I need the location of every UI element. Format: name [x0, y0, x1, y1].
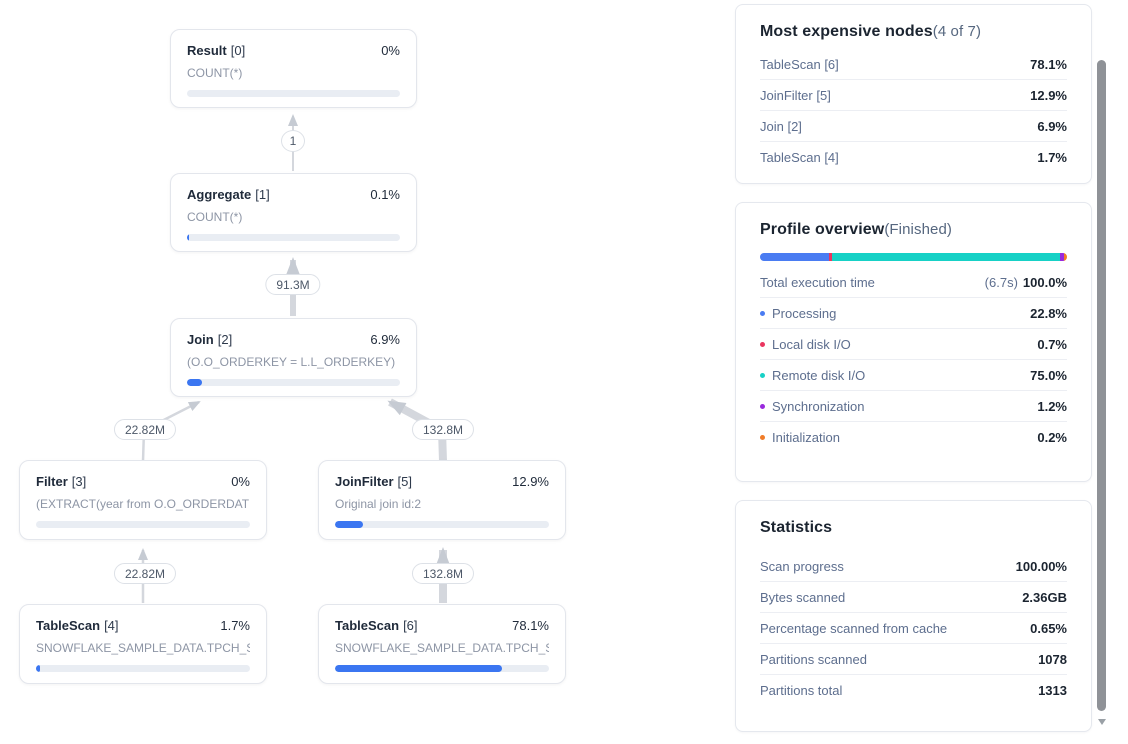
edge-label-rows: 22.82M	[113, 563, 177, 584]
profile-category-row: Processing 22.8%	[760, 298, 1067, 329]
category-color-dot	[760, 310, 765, 316]
statistics-row: Percentage scanned from cache 0.65%	[760, 613, 1067, 644]
node-name: Aggregate	[187, 187, 252, 202]
expensive-node-row[interactable]: JoinFilter [5] 12.9%	[760, 80, 1067, 111]
statistics-panel: Statistics Scan progress 100.00% Bytes s…	[735, 500, 1092, 732]
statistics-row: Scan progress 100.00%	[760, 551, 1067, 582]
node-joinfilter[interactable]: JoinFilter [5] 12.9% Original join id:2	[318, 460, 566, 540]
node-percent: 78.1%	[512, 618, 549, 633]
most-expensive-nodes-panel: Most expensive nodes(4 of 7) TableScan […	[735, 4, 1092, 184]
node-percent: 6.9%	[370, 332, 400, 347]
node-detail: COUNT(*)	[187, 210, 243, 224]
node-percent: 0.1%	[370, 187, 400, 202]
details-sidebar: Most expensive nodes(4 of 7) TableScan […	[735, 4, 1092, 744]
node-id: [2]	[217, 332, 233, 347]
category-color-dot	[760, 341, 765, 347]
node-name: JoinFilter	[335, 474, 394, 489]
node-progress-track	[36, 665, 250, 672]
node-id: [0]	[230, 43, 246, 58]
node-id: [1]	[255, 187, 270, 202]
node-percent: 12.9%	[512, 474, 549, 489]
category-color-dot	[760, 372, 765, 378]
node-name: Join	[187, 332, 214, 347]
node-progress-track	[335, 665, 549, 672]
node-id: [5]	[397, 474, 412, 489]
bar-segment-synchronization	[1060, 253, 1064, 261]
profile-category-row: Initialization 0.2%	[760, 422, 1067, 453]
edge-label-rows: 22.82M	[113, 419, 177, 440]
total-time-value: (6.7s)	[984, 274, 1018, 290]
bar-segment-local-disk-io	[829, 253, 833, 261]
node-progress-fill	[187, 234, 190, 241]
execution-time-stacked-bar	[760, 253, 1067, 261]
expensive-node-row[interactable]: TableScan [6] 78.1%	[760, 49, 1067, 80]
bar-segment-processing	[760, 253, 830, 261]
total-execution-time-row: Total execution time (6.7s) 100.0%	[760, 267, 1067, 298]
node-result[interactable]: Result [0] 0% COUNT(*)	[170, 29, 417, 108]
node-tablescan-4[interactable]: TableScan [4] 1.7% SNOWFLAKE_SAMPLE_DATA…	[19, 604, 267, 684]
node-detail: (O.O_ORDERKEY = L.L_ORDERKEY)	[187, 355, 396, 369]
panel-title-suffix: (Finished)	[884, 221, 953, 238]
statistics-row: Bytes scanned 2.36GB	[760, 582, 1067, 613]
node-id: [4]	[104, 618, 119, 633]
panel-title: Profile overview(Finished)	[760, 221, 953, 238]
node-name: Filter	[36, 474, 68, 489]
node-percent: 0%	[381, 43, 400, 58]
expensive-node-row[interactable]: Join [2] 6.9%	[760, 111, 1067, 142]
node-progress-track	[36, 521, 250, 528]
node-detail: (EXTRACT(year from O.O_ORDERDATE))...	[36, 497, 250, 511]
bar-segment-remote-disk-io	[832, 253, 1061, 261]
profile-category-row: Synchronization 1.2%	[760, 391, 1067, 422]
node-progress-track	[335, 521, 549, 528]
node-progress-track	[187, 234, 400, 241]
edge-label-rows: 91.3M	[265, 274, 321, 295]
node-tablescan-6[interactable]: TableScan [6] 78.1% SNOWFLAKE_SAMPLE_DAT…	[318, 604, 566, 684]
profile-category-row: Local disk I/O 0.7%	[760, 329, 1067, 360]
node-id: [3]	[71, 474, 87, 489]
node-progress-fill	[36, 665, 40, 672]
node-filter[interactable]: Filter [3] 0% (EXTRACT(year from O.O_ORD…	[19, 460, 267, 540]
category-color-dot	[760, 403, 765, 409]
scrollbar-down-arrow-icon[interactable]	[1098, 719, 1106, 725]
node-name: TableScan	[36, 618, 101, 633]
node-progress-fill	[335, 521, 363, 528]
expensive-node-row[interactable]: TableScan [4] 1.7%	[760, 150, 1067, 165]
node-name: TableScan	[335, 618, 400, 633]
vertical-scrollbar-thumb[interactable]	[1097, 60, 1106, 711]
statistics-row: Partitions scanned 1078	[760, 644, 1067, 675]
node-percent: 1.7%	[220, 618, 250, 633]
statistics-row: Partitions total 1313	[760, 683, 1067, 698]
profile-overview-panel: Profile overview(Finished) Total executi…	[735, 202, 1092, 482]
node-aggregate[interactable]: Aggregate [1] 0.1% COUNT(*)	[170, 173, 417, 252]
panel-title-suffix: (4 of 7)	[932, 23, 982, 40]
node-percent: 0%	[231, 474, 250, 489]
node-progress-track	[187, 90, 400, 97]
node-progress-fill	[187, 379, 202, 386]
node-detail: SNOWFLAKE_SAMPLE_DATA.TPCH_SF1...	[335, 641, 549, 655]
edge-label-rows: 132.8M	[411, 419, 475, 440]
node-detail: SNOWFLAKE_SAMPLE_DATA.TPCH_SF1...	[36, 641, 250, 655]
bar-segment-initialization	[1063, 253, 1067, 261]
node-name: Result	[187, 43, 227, 58]
category-color-dot	[760, 435, 765, 440]
panel-title: Statistics	[760, 519, 833, 536]
node-detail: COUNT(*)	[187, 66, 243, 80]
node-detail: Original join id:2	[335, 497, 422, 511]
node-progress-track	[187, 379, 400, 386]
edge-label-rows: 1	[281, 130, 305, 152]
node-id: [6]	[403, 618, 418, 633]
profile-category-row: Remote disk I/O 75.0%	[760, 360, 1067, 391]
panel-title: Most expensive nodes(4 of 7)	[760, 23, 982, 40]
node-progress-fill	[335, 665, 503, 672]
edge-label-rows: 132.8M	[411, 563, 475, 584]
node-join[interactable]: Join [2] 6.9% (O.O_ORDERKEY = L.L_ORDERK…	[170, 318, 417, 397]
